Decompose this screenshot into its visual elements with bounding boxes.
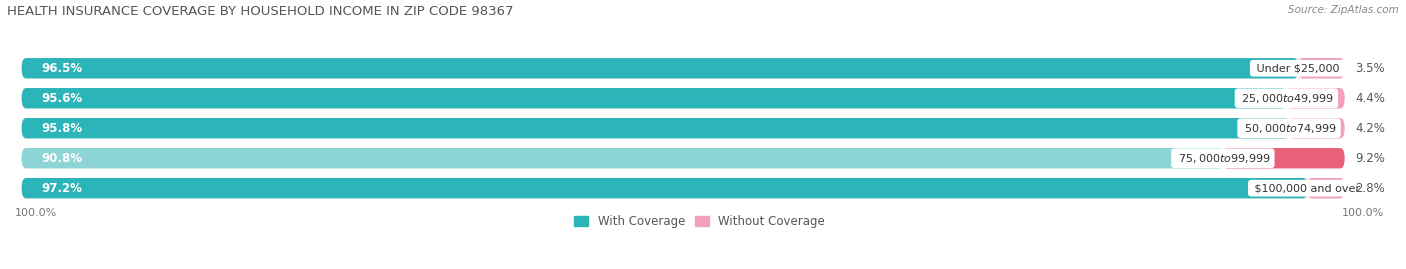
Text: 96.5%: 96.5% [41,62,83,75]
FancyBboxPatch shape [21,58,1298,79]
Text: $100,000 and over: $100,000 and over [1251,183,1364,193]
FancyBboxPatch shape [21,118,1344,139]
Text: 97.2%: 97.2% [41,182,83,195]
FancyBboxPatch shape [21,88,1344,108]
Text: 4.2%: 4.2% [1355,122,1385,135]
FancyBboxPatch shape [21,118,1289,139]
Text: HEALTH INSURANCE COVERAGE BY HOUSEHOLD INCOME IN ZIP CODE 98367: HEALTH INSURANCE COVERAGE BY HOUSEHOLD I… [7,5,513,18]
Text: 100.0%: 100.0% [1343,208,1385,218]
FancyBboxPatch shape [1223,148,1344,168]
FancyBboxPatch shape [1286,88,1344,108]
FancyBboxPatch shape [1308,178,1344,198]
Text: $50,000 to $74,999: $50,000 to $74,999 [1240,122,1337,135]
Text: $75,000 to $99,999: $75,000 to $99,999 [1174,152,1271,165]
Text: 4.4%: 4.4% [1355,92,1385,105]
Text: 95.8%: 95.8% [41,122,83,135]
Text: 9.2%: 9.2% [1355,152,1385,165]
FancyBboxPatch shape [1289,118,1344,139]
Text: Source: ZipAtlas.com: Source: ZipAtlas.com [1288,5,1399,15]
FancyBboxPatch shape [21,88,1286,108]
FancyBboxPatch shape [21,148,1344,168]
Text: 3.5%: 3.5% [1355,62,1385,75]
FancyBboxPatch shape [21,178,1308,198]
Text: 100.0%: 100.0% [15,208,58,218]
FancyBboxPatch shape [21,148,1223,168]
FancyBboxPatch shape [1298,58,1344,79]
Text: 90.8%: 90.8% [41,152,83,165]
Text: 95.6%: 95.6% [41,92,83,105]
Text: Under $25,000: Under $25,000 [1253,63,1343,73]
Text: 2.8%: 2.8% [1355,182,1385,195]
FancyBboxPatch shape [21,178,1344,198]
FancyBboxPatch shape [21,58,1344,79]
Legend: With Coverage, Without Coverage: With Coverage, Without Coverage [569,210,830,232]
Text: $25,000 to $49,999: $25,000 to $49,999 [1239,92,1334,105]
